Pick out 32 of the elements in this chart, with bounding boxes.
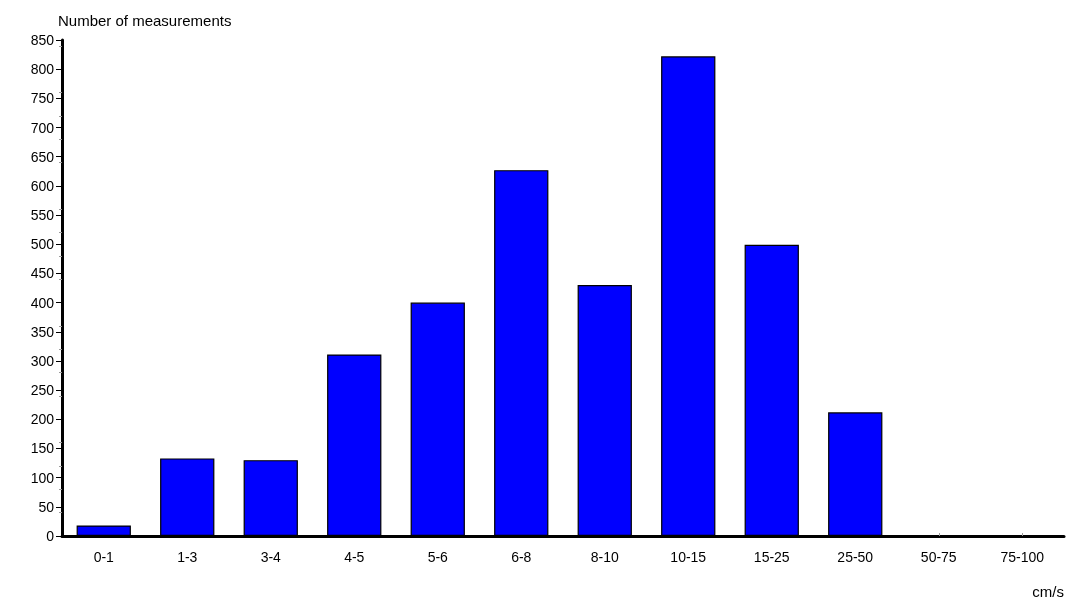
y-tick-label: 850 — [30, 32, 55, 48]
y-tick-label: 150 — [30, 440, 55, 457]
x-tick-label: 1-3 — [177, 549, 198, 565]
x-tick-label: 15-25 — [753, 549, 790, 565]
y-tick-label: 400 — [30, 294, 55, 311]
y-tick-label: 450 — [30, 265, 55, 282]
x-tick-label: 25-50 — [837, 549, 874, 565]
y-tick-label: 0 — [46, 528, 55, 544]
x-tick-label: 6-8 — [511, 549, 532, 565]
y-axis-title: Number of measurements — [58, 12, 232, 29]
x-tick-label: 3-4 — [260, 549, 282, 565]
y-tick-label: 350 — [30, 323, 55, 340]
y-tick-label: 300 — [30, 352, 55, 369]
x-tick-label: 5-6 — [427, 549, 449, 565]
y-tick-label: 50 — [38, 498, 55, 515]
y-tick-label: 200 — [30, 411, 55, 428]
x-tick-label: 0-1 — [93, 549, 115, 565]
y-tick-label: 550 — [30, 207, 55, 224]
y-tick-label: 650 — [30, 148, 55, 165]
y-tick-label: 250 — [30, 382, 55, 399]
x-axis-title: cm/s — [1032, 583, 1064, 600]
y-tick-label: 750 — [30, 90, 55, 107]
y-tick-label: 600 — [30, 177, 55, 194]
y-tick-label: 800 — [30, 61, 55, 78]
x-tick-label: 8-10 — [590, 549, 619, 565]
y-tick-label: 100 — [30, 469, 55, 486]
x-tick-label: 4-5 — [344, 549, 365, 565]
y-tick-label: 500 — [30, 236, 55, 253]
x-tick-label: 10-15 — [670, 549, 707, 565]
y-tick-label: 700 — [30, 119, 55, 136]
x-tick-label: 75-100 — [1000, 549, 1045, 565]
x-tick-label: 50-75 — [920, 549, 957, 565]
